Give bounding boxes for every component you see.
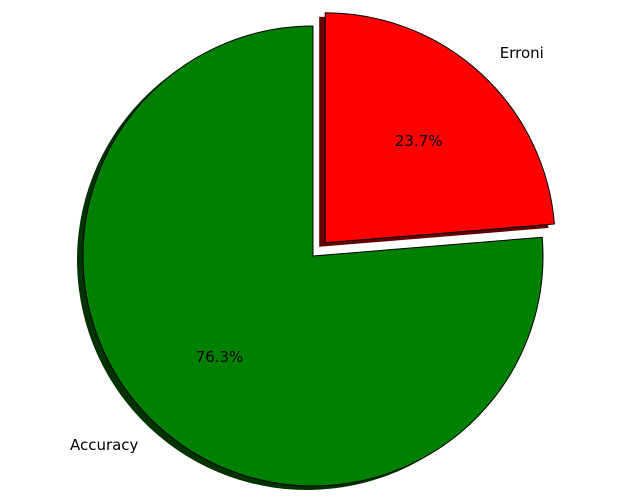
pie-labels: Erroni 23.7% Accuracy 76.3% (70, 44, 544, 454)
pie-slice-accuracy (82, 25, 544, 487)
slice-label-accuracy: Accuracy (70, 436, 139, 454)
pie-slices (82, 12, 555, 487)
slice-label-erroni: Erroni (500, 44, 544, 62)
pct-label-accuracy: 76.3% (196, 348, 244, 366)
pct-label-erroni: 23.7% (395, 132, 443, 150)
pie-slice-erroni (324, 12, 555, 244)
